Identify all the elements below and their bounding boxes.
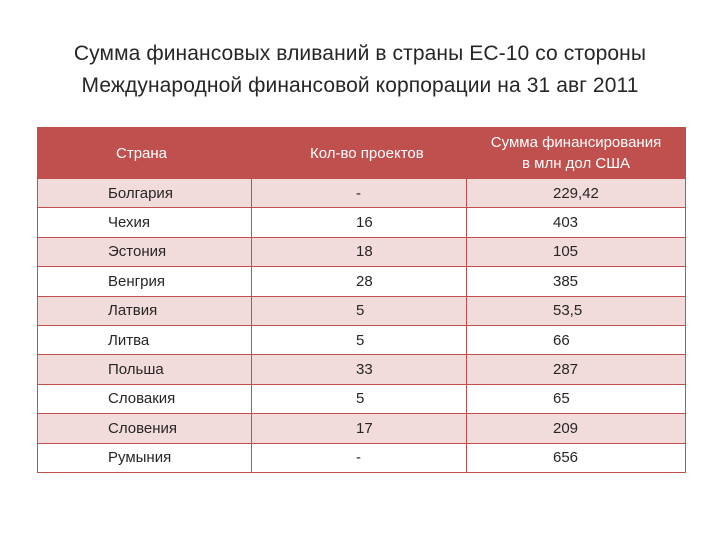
amount-cell: 209 <box>466 413 686 444</box>
projects-cell: 5 <box>251 324 467 356</box>
column-header-country: Страна <box>37 127 252 179</box>
country-cell: Чехия <box>37 207 252 238</box>
projects-cell: 33 <box>251 354 467 385</box>
column-header-amount-line-2: в млн дол США <box>522 155 630 172</box>
country-cell: Польша <box>37 354 252 385</box>
projects-cell: 17 <box>251 413 467 444</box>
amount-cell: 105 <box>466 236 686 268</box>
country-cell: Венгрия <box>37 266 252 297</box>
table-row: Венгрия 28 385 <box>37 266 686 297</box>
column-header-amount-line-1: Сумма финансирования <box>490 134 662 151</box>
country-cell: Литва <box>37 324 252 356</box>
slide-title-line-1: Сумма финансовых вливаний в страны ЕС-10… <box>73 42 647 65</box>
amount-cell: 385 <box>466 266 686 297</box>
amount-cell: 403 <box>466 207 686 238</box>
table-row: Словакия 5 65 <box>37 383 686 415</box>
slide-title-line-2: Международной финансовой корпорации на 3… <box>81 74 639 97</box>
financing-table: Страна Кол-во проектов Сумма финансирова… <box>37 127 686 473</box>
table-row: Латвия 5 53,5 <box>37 295 686 326</box>
slide-title: Сумма финансовых вливаний в страны ЕС-10… <box>0 38 720 102</box>
projects-cell: 28 <box>251 266 467 297</box>
country-cell: Словения <box>37 413 252 444</box>
country-cell: Эстония <box>37 236 252 268</box>
amount-cell: 66 <box>466 324 686 356</box>
country-cell: Латвия <box>37 295 252 326</box>
column-header-amount: Сумма финансирования в млн дол США <box>466 127 686 179</box>
table-body: Болгария -229,42 Чехия 16 403 Эстония 18 105 Вен… <box>37 177 686 473</box>
table-row: Словения 17 209 <box>37 413 686 444</box>
country-cell: Болгария <box>37 177 252 209</box>
projects-cell: 16 <box>251 207 467 238</box>
projects-cell: 5 <box>251 383 467 415</box>
country-cell: Румыния <box>37 442 252 473</box>
amount-cell: 287 <box>466 354 686 385</box>
amount-cell: 656 <box>466 442 686 473</box>
table-row: Чехия 16 403 <box>37 207 686 238</box>
table-header-row: Страна Кол-во проектов Сумма финансирова… <box>37 127 686 179</box>
projects-cell: 5 <box>251 295 467 326</box>
amount-cell: 229,42 <box>466 177 686 209</box>
table-row: Литва 5 66 <box>37 324 686 356</box>
country-cell: Словакия <box>37 383 252 415</box>
table-row: Румыния -656 <box>37 442 686 473</box>
projects-cell: 18 <box>251 236 467 268</box>
projects-cell: - <box>251 442 467 473</box>
table-row: Эстония 18 105 <box>37 236 686 268</box>
column-header-projects: Кол-во проектов <box>251 127 467 179</box>
amount-cell: 53,5 <box>466 295 686 326</box>
projects-cell: - <box>251 177 467 209</box>
amount-cell: 65 <box>466 383 686 415</box>
table-row: Польша 33 287 <box>37 354 686 385</box>
table-row: Болгария -229,42 <box>37 177 686 209</box>
